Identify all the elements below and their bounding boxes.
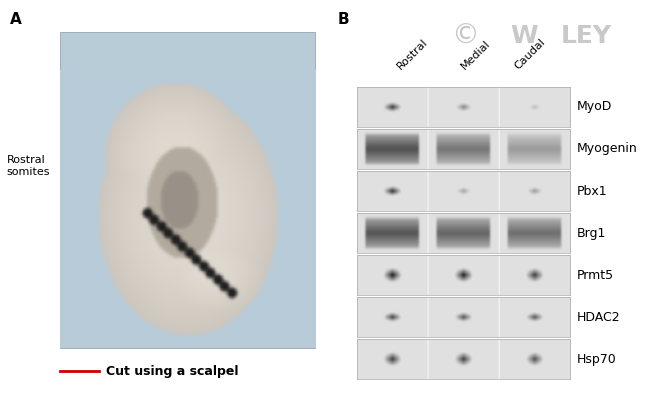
Text: MyoD: MyoD: [577, 100, 612, 113]
Text: W: W: [510, 24, 538, 47]
Text: Rostral: Rostral: [395, 37, 430, 71]
FancyBboxPatch shape: [60, 32, 315, 348]
Text: Brg1: Brg1: [577, 227, 606, 239]
Text: B: B: [338, 12, 350, 27]
Text: Cut using a scalpel: Cut using a scalpel: [106, 365, 239, 378]
Text: Myogenin: Myogenin: [577, 143, 638, 156]
Text: Prmt5: Prmt5: [577, 269, 614, 282]
Text: A: A: [10, 12, 21, 27]
Text: HDAC2: HDAC2: [577, 310, 621, 324]
Text: Pbx1: Pbx1: [577, 184, 608, 198]
Text: ©: ©: [451, 22, 479, 49]
Text: Medial
somites: Medial somites: [144, 290, 187, 311]
Text: Rostral
somites: Rostral somites: [6, 155, 50, 177]
Text: LEY: LEY: [561, 24, 612, 47]
Text: Medial: Medial: [459, 38, 492, 71]
Text: Caudal
somites: Caudal somites: [232, 163, 276, 184]
Text: Hsp70: Hsp70: [577, 353, 617, 366]
Text: Caudal: Caudal: [513, 37, 547, 71]
